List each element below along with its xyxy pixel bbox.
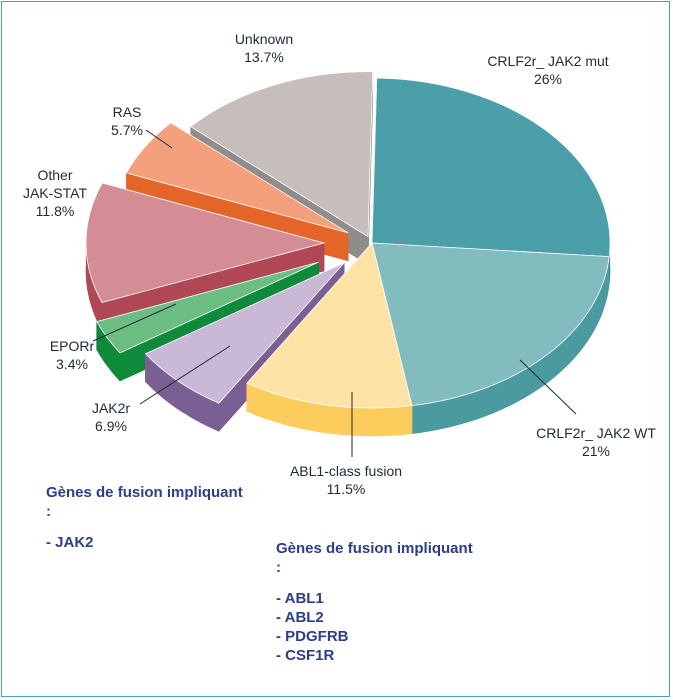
slice-label: RAS 5.7% [111,104,143,138]
leader-line [145,129,173,149]
fusion-gene-item: - CSF1R [276,647,335,664]
slice-value-label: 21% [582,443,610,459]
slice-name-label: JAK-STAT [23,185,87,201]
pie-slice [246,242,413,437]
slice-label: CRLF2r_ JAK2 mut 26% [487,53,608,87]
fusion-gene-list: - JAK2 [46,533,246,552]
slice-name-label: CRLF2r_ JAK2 mut [487,53,608,69]
fusion-gene-item: - ABL2 [276,609,324,626]
slice-value-label: 11.5% [327,481,366,497]
slice-label: JAK2r 6.9% [92,400,130,434]
note-heading: Gènes de fusion impliquant : [276,540,473,576]
fusion-gene-list: - ABL1 - ABL2 - PDGFRB - CSF1R [276,589,476,665]
fusion-gene-item: - ABL1 [276,590,324,607]
slice-label: CRLF2r_ JAK2 WT 21% [536,425,656,459]
slice-top [189,71,374,238]
slice-name-label: EPORr [50,338,95,354]
fusion-genes-note-jak2: Gènes de fusion impliquant : - JAK2 [46,483,246,552]
fusion-gene-item: - PDGFRB [276,628,349,645]
slice-top [371,77,611,258]
slice-top [96,261,319,354]
slice-label: EPORr 3.4% [50,338,95,372]
slice-top [371,242,610,407]
slice-name-label: Unknown [235,31,293,47]
slice-value-label: 26% [534,71,562,87]
note-heading: Gènes de fusion impliquant : [46,484,243,520]
leader-line [519,359,577,415]
slice-top [246,242,413,409]
leader-line [139,345,231,405]
slice-value-label: 5.7% [111,122,143,138]
leader-line [92,303,177,342]
slice-name-label: RAS [113,104,142,120]
slice-label: ABL1-class fusion 11.5% [290,463,402,497]
slice-label: Other JAK-STAT 11.8% [23,167,87,219]
slice-top [85,182,326,304]
fusion-genes-note-abl: Gènes de fusion impliquant : - ABL1 - AB… [276,539,476,665]
slice-name-label: Other [37,167,72,183]
slice-value-label: 13.7% [244,49,284,65]
slice-label: Unknown 13.7% [235,31,293,65]
slice-name-label: CRLF2r_ JAK2 WT [536,425,656,441]
slice-top [125,122,349,234]
slice-name-label: JAK2r [92,400,130,416]
slice-value-label: 11.8% [36,203,75,219]
slice-name-label: ABL1-class fusion [290,463,402,479]
fusion-gene-item: - JAK2 [46,534,94,551]
slice-value-label: 6.9% [95,418,127,434]
slice-value-label: 3.4% [56,356,88,372]
